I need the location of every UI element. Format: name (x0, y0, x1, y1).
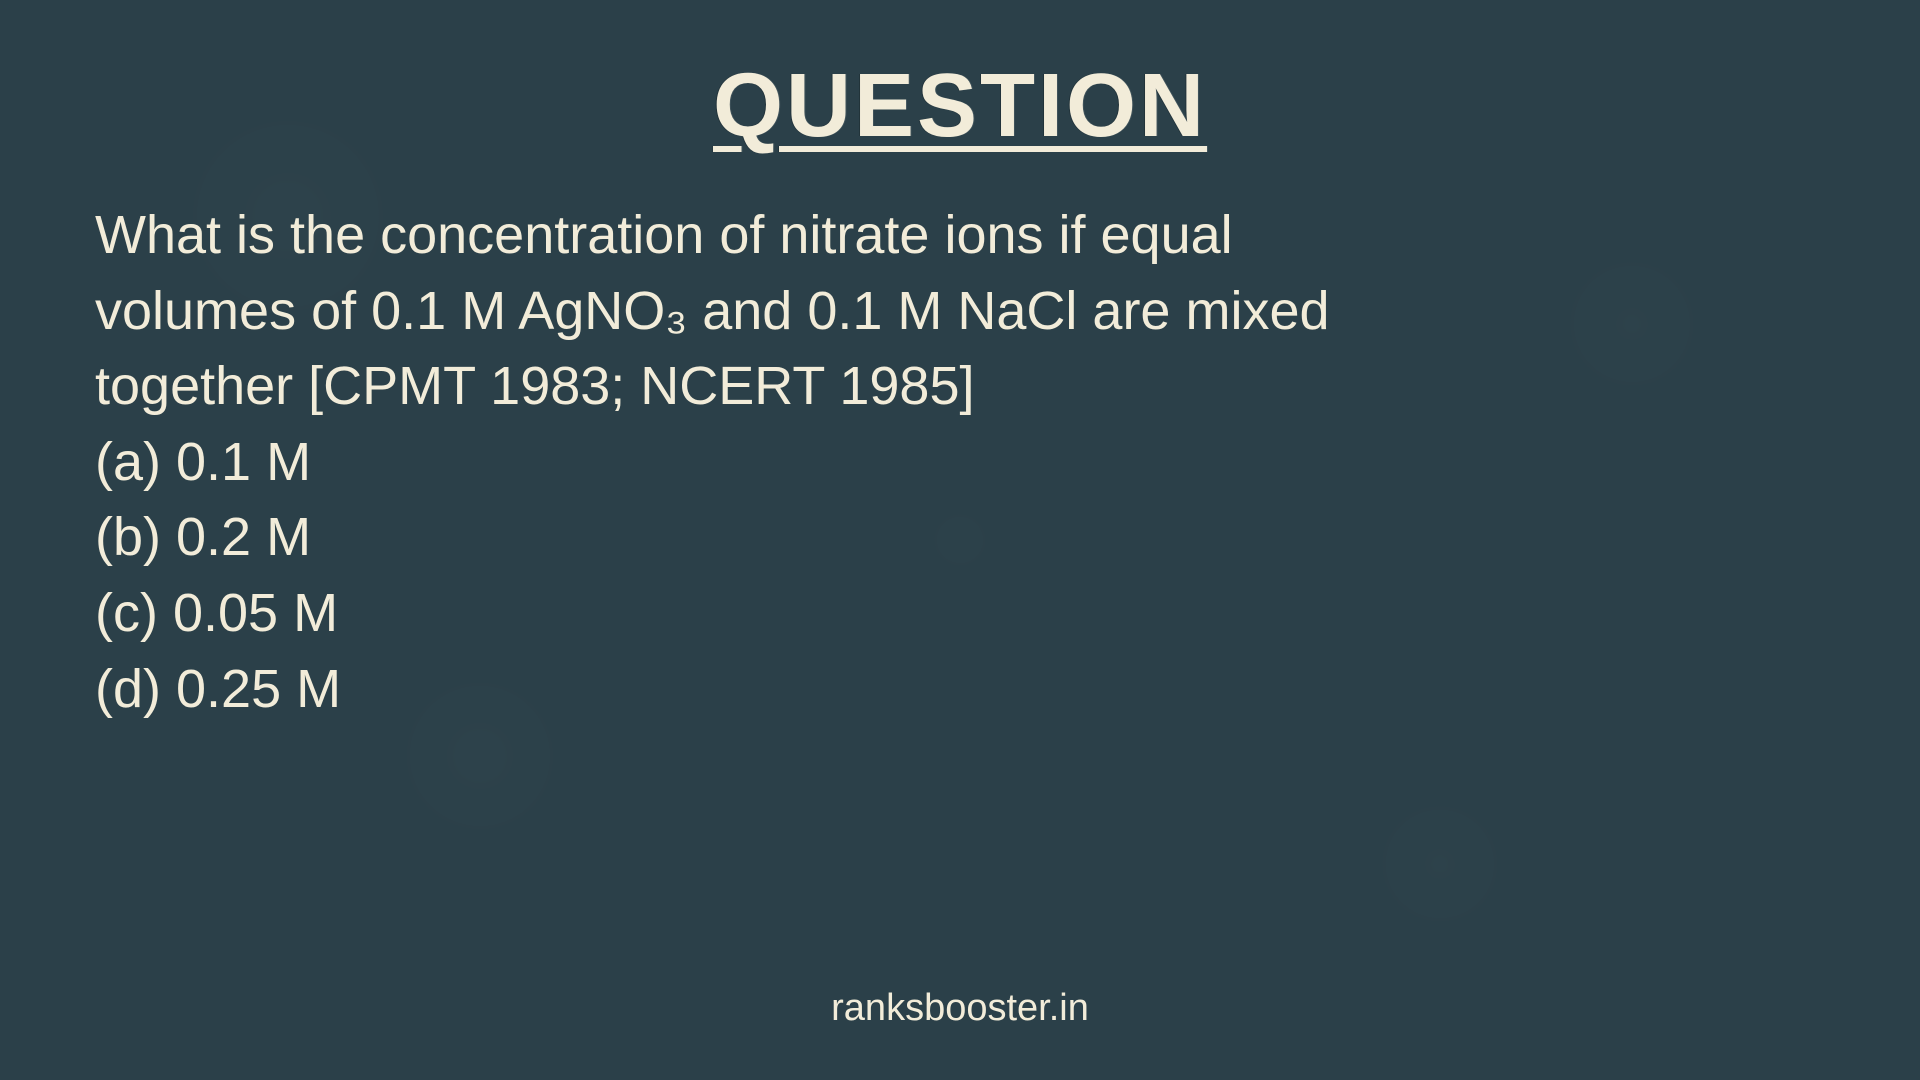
question-line-2: volumes of 0.1 M AgNO₃ and 0.1 M NaCl ar… (95, 274, 1825, 350)
option-c: (c) 0.05 M (95, 576, 1825, 652)
question-body: What is the concentration of nitrate ion… (95, 198, 1825, 727)
question-line-1: What is the concentration of nitrate ion… (95, 198, 1825, 274)
question-title: QUESTION (95, 55, 1825, 158)
content-container: QUESTION What is the concentration of ni… (0, 0, 1920, 1080)
option-a: (a) 0.1 M (95, 425, 1825, 501)
question-line-3: together [CPMT 1983; NCERT 1985] (95, 349, 1825, 425)
footer-watermark: ranksbooster.in (0, 987, 1920, 1030)
option-d: (d) 0.25 M (95, 652, 1825, 728)
option-b: (b) 0.2 M (95, 500, 1825, 576)
